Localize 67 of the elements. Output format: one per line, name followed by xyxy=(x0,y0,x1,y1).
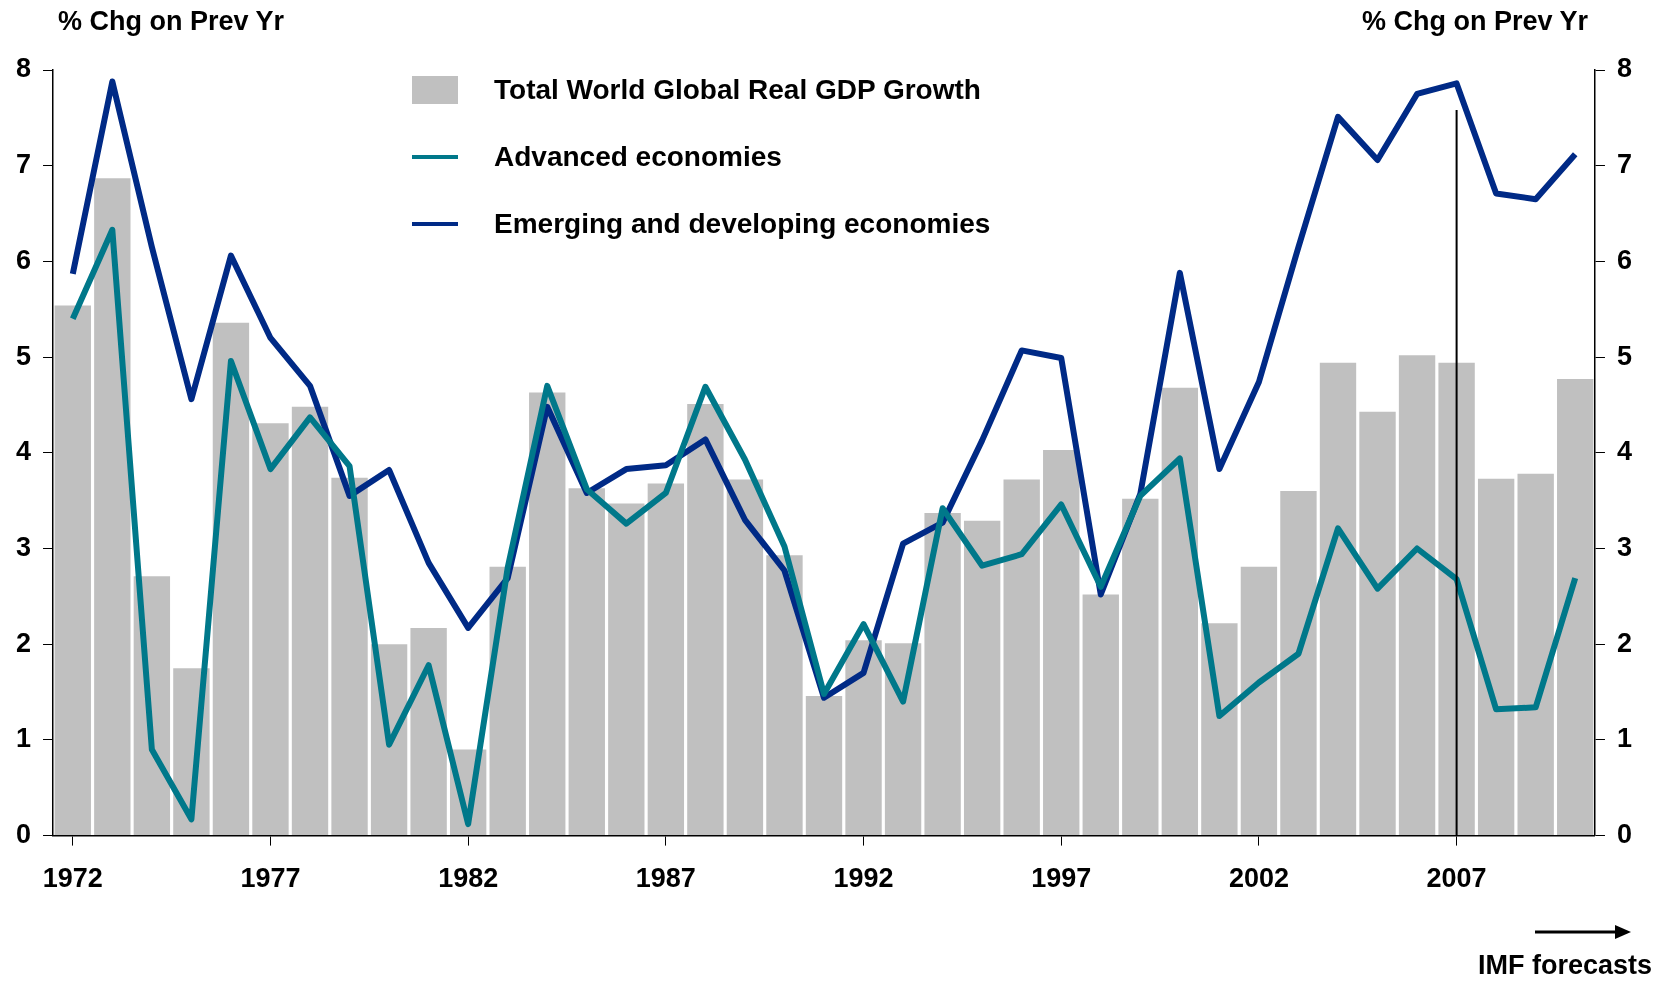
y2-tick-label: 3 xyxy=(1616,531,1633,562)
bar xyxy=(845,640,882,836)
y-tick-label: 1 xyxy=(15,723,32,754)
bar xyxy=(726,479,764,836)
bar xyxy=(647,483,685,836)
x-tick-label: 1972 xyxy=(42,863,103,894)
y2-tick-label: 7 xyxy=(1616,149,1633,180)
y-tick-label: 8 xyxy=(15,53,32,84)
bar xyxy=(1161,387,1199,836)
bar xyxy=(1517,473,1554,836)
bar xyxy=(608,503,645,836)
bar xyxy=(1003,479,1040,836)
bar xyxy=(1280,491,1317,836)
bar xyxy=(884,643,922,836)
bar xyxy=(1043,449,1080,836)
bar xyxy=(1082,594,1119,836)
bar xyxy=(1319,362,1357,836)
legend-label: Emerging and developing economies xyxy=(494,207,991,240)
bar xyxy=(94,178,131,836)
y2-tick-label: 6 xyxy=(1616,244,1633,275)
legend-label: Advanced economies xyxy=(494,140,782,173)
bar xyxy=(212,322,250,836)
bar xyxy=(687,403,724,836)
bar xyxy=(1240,566,1278,836)
bar xyxy=(331,477,368,836)
x-tick-label: 1982 xyxy=(438,863,499,894)
bar xyxy=(1201,623,1238,836)
y2-axis-title: % Chg on Prev Yr xyxy=(1361,6,1588,37)
bar xyxy=(1398,355,1436,836)
y2-tick-label: 0 xyxy=(1616,819,1633,850)
y2-tick-label: 4 xyxy=(1616,436,1633,467)
y-tick-label: 4 xyxy=(15,436,32,467)
bar xyxy=(489,566,526,836)
bar xyxy=(1438,362,1475,836)
bar xyxy=(252,423,289,836)
bar xyxy=(529,392,566,836)
legend-label: Total World Global Real GDP Growth xyxy=(494,73,981,106)
text: IMF forecasts xyxy=(1477,950,1652,981)
bar xyxy=(805,695,843,836)
bar xyxy=(1359,411,1396,836)
bar xyxy=(766,555,803,836)
y2-tick-label: 5 xyxy=(1616,340,1633,371)
x-tick-label: 1992 xyxy=(833,863,894,894)
x-tick-label: 1977 xyxy=(240,863,301,894)
y2-tick-label: 2 xyxy=(1616,627,1633,658)
bar xyxy=(1122,498,1159,836)
x-tick-label: 2007 xyxy=(1426,863,1487,894)
bar xyxy=(410,627,447,836)
bar xyxy=(568,488,605,836)
bar xyxy=(291,406,329,836)
bar xyxy=(924,513,961,836)
y-tick-label: 3 xyxy=(15,531,32,562)
x-tick-label: 1987 xyxy=(635,863,696,894)
x-tick-label: 2002 xyxy=(1228,863,1289,894)
bar xyxy=(963,520,1001,836)
bar xyxy=(1557,379,1594,836)
y-tick-label: 5 xyxy=(15,340,32,371)
y2-tick-label: 8 xyxy=(1616,53,1633,84)
y-tick-label: 6 xyxy=(15,244,32,275)
bar xyxy=(54,305,91,836)
x-tick-label: 1997 xyxy=(1031,863,1092,894)
bar xyxy=(1477,478,1515,836)
y-tick-label: 0 xyxy=(15,819,32,850)
y-tick-label: 7 xyxy=(15,149,32,180)
y-tick-label: 2 xyxy=(15,627,32,658)
y2-tick-label: 1 xyxy=(1616,723,1633,754)
y-axis-title: % Chg on Prev Yr xyxy=(58,6,285,37)
